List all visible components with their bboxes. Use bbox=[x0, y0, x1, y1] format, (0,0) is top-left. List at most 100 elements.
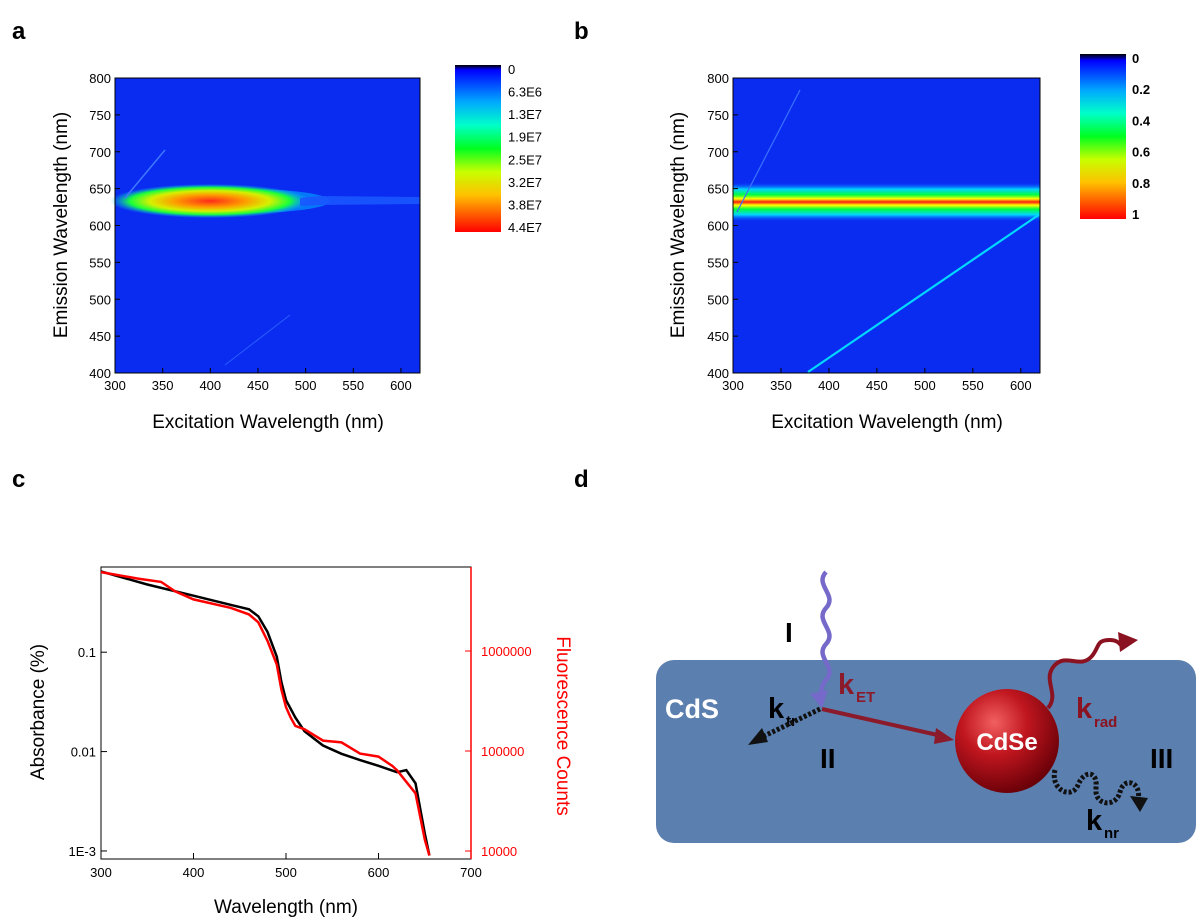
line-chart-c-xtick-label: 300 bbox=[90, 865, 112, 880]
k-et-subscript: ET bbox=[856, 689, 875, 706]
k-rad-symbol: k bbox=[1076, 693, 1093, 725]
cdse-label: CdSe bbox=[976, 729, 1037, 756]
heatmap-a-ytick-label: 550 bbox=[89, 255, 111, 270]
cds-label: CdS bbox=[665, 694, 719, 724]
heatmap-b-ytick-label: 750 bbox=[707, 108, 729, 123]
line-chart-c-ylabel: Absorbance (%) bbox=[28, 644, 49, 780]
heatmap-a-background bbox=[115, 78, 420, 373]
heatmap-b-ytick-label: 450 bbox=[707, 329, 729, 344]
heatmap-b-xtick-label: 400 bbox=[818, 378, 840, 393]
excitation-wave bbox=[816, 570, 832, 704]
heatmap-a-ytick-label: 500 bbox=[89, 292, 111, 307]
cdse-sphere bbox=[955, 689, 1059, 793]
colorbar-label: 1.3E7 bbox=[508, 107, 542, 122]
colorbar-label: 0 bbox=[508, 62, 515, 77]
heatmap-a-ylabel: Emission Wavelength (nm) bbox=[51, 112, 72, 338]
line-chart-c-frame bbox=[100, 566, 472, 860]
line-chart-c-xlabel: Wavelength (nm) bbox=[214, 897, 358, 918]
heatmap-a-ytick-label: 750 bbox=[89, 108, 111, 123]
line-chart-c-xtick-label: 400 bbox=[183, 865, 205, 880]
colorbar-label: 2.5E7 bbox=[508, 152, 542, 167]
heatmap-a-ytick-label: 400 bbox=[89, 366, 111, 381]
step-2-label: II bbox=[820, 743, 836, 774]
heatmap-b-ytick-label: 500 bbox=[707, 292, 729, 307]
trapping-arrowhead-icon bbox=[748, 728, 768, 745]
heatmap-b-xtick-label: 600 bbox=[1010, 378, 1032, 393]
panel-label-a: a bbox=[12, 18, 26, 45]
k-rad-subscript: rad bbox=[1094, 714, 1117, 731]
colorbar-label: 1.9E7 bbox=[508, 130, 542, 145]
heatmap-b-emission-band bbox=[733, 182, 1040, 222]
heatmap-b-scatter-line bbox=[736, 89, 801, 213]
heatmap-a-xtick-label: 450 bbox=[247, 378, 269, 393]
line-chart-c-series bbox=[100, 570, 431, 856]
line-chart-c-ytick-label: 0.01 bbox=[71, 745, 96, 760]
line-chart-c-y2tick-label: 1000000 bbox=[481, 644, 532, 659]
line-chart-c-y2label: Fluorescence Counts bbox=[552, 636, 573, 816]
line-chart-c-y2tick-label: 10000 bbox=[481, 844, 517, 859]
colorbar-b bbox=[1080, 54, 1126, 219]
heatmap-b-rayleigh-line bbox=[807, 213, 1041, 373]
emission-arrowhead-icon bbox=[1118, 632, 1138, 652]
k-et-symbol: k bbox=[838, 669, 855, 701]
heatmap-a-tail bbox=[300, 196, 420, 206]
heatmap-b-xtick-label: 350 bbox=[770, 378, 792, 393]
colorbar-label: 6.3E6 bbox=[508, 85, 542, 100]
line-chart-c-y2tick-label: 100000 bbox=[481, 744, 524, 759]
colorbar-a bbox=[455, 65, 501, 232]
colorbar-label: 3.2E7 bbox=[508, 175, 542, 190]
heatmap-a-diagonal bbox=[224, 314, 291, 366]
k-nr-symbol: k bbox=[1086, 805, 1103, 837]
excitation-arrowhead-icon bbox=[810, 690, 828, 708]
colorbar-label: 0.8 bbox=[1132, 176, 1150, 191]
heatmap-b-background bbox=[733, 78, 1040, 373]
heatmap-b-xtick-label: 450 bbox=[866, 378, 888, 393]
k-tr-symbol: k bbox=[768, 693, 785, 725]
line-chart-c-axes: 300 400 500 600 700 1E-3 0.01 0.1 10000 100000 100… bbox=[69, 567, 532, 880]
heatmap-b-ytick-label: 550 bbox=[707, 255, 729, 270]
heatmap-b-xtick-label: 550 bbox=[962, 378, 984, 393]
panel-label-c: c bbox=[12, 466, 26, 493]
heatmap-a-xtick-label: 600 bbox=[390, 378, 412, 393]
colorbar-label: 0.6 bbox=[1132, 145, 1150, 160]
step-3-label: III bbox=[1150, 743, 1173, 774]
heatmap-b-ytick-label: 700 bbox=[707, 145, 729, 160]
k-nr-subscript: nr bbox=[1104, 825, 1119, 842]
colorbar-label: 3.8E7 bbox=[508, 197, 542, 212]
colorbar-label: 0 bbox=[1132, 51, 1139, 66]
heatmap-a-xtick-label: 350 bbox=[152, 378, 174, 393]
heatmap-a-axes: 300 350 400 450 500 550 600 400 450 500 550 600 650 7… bbox=[89, 71, 411, 393]
series-line-fluorescence bbox=[100, 570, 431, 856]
panel-label-d: d bbox=[574, 466, 589, 493]
heatmap-a-peak bbox=[110, 184, 310, 218]
heatmap-a-xtick-label: 500 bbox=[295, 378, 317, 393]
heatmap-a-ytick-label: 450 bbox=[89, 329, 111, 344]
heatmap-a-xtick-label: 550 bbox=[342, 378, 364, 393]
line-chart-c-xtick-label: 700 bbox=[460, 865, 482, 880]
nonradiative-arrowhead-icon bbox=[1130, 796, 1148, 812]
line-chart-c-xtick-label: 500 bbox=[275, 865, 297, 880]
line-chart-c-ytick-label: 1E-3 bbox=[69, 844, 96, 859]
heatmap-a-ytick-label: 650 bbox=[89, 182, 111, 197]
heatmap-b-ytick-label: 650 bbox=[707, 182, 729, 197]
heatmap-a-xtick-label: 300 bbox=[104, 378, 126, 393]
line-chart-c bbox=[100, 566, 472, 860]
heatmap-a-scatter-line bbox=[124, 149, 166, 199]
heatmap-b-xlabel: Excitation Wavelength (nm) bbox=[771, 412, 1003, 433]
colorbar-label: 1 bbox=[1132, 207, 1139, 222]
heatmap-b-xtick-label: 500 bbox=[914, 378, 936, 393]
heatmap-b bbox=[732, 77, 1041, 374]
line-chart-c-xtick-label: 600 bbox=[368, 865, 390, 880]
energy-transfer-arrow bbox=[821, 707, 943, 738]
heatmap-a bbox=[110, 77, 421, 374]
cds-rod bbox=[656, 660, 1196, 843]
heatmap-b-ytick-label: 800 bbox=[707, 71, 729, 86]
heatmap-a-ytick-label: 600 bbox=[89, 219, 111, 234]
trapping-path bbox=[758, 706, 822, 741]
colorbar-a-labels: 0 6.3E6 1.3E7 1.9E7 2.5E7 3.2E7 3.8E7 4.4E7 bbox=[508, 62, 542, 235]
heatmap-a-xlabel: Excitation Wavelength (nm) bbox=[152, 412, 384, 433]
heatmap-b-xtick-label: 300 bbox=[722, 378, 744, 393]
line-chart-c-ytick-label: 0.1 bbox=[78, 645, 96, 660]
heatmap-a-xtick-label: 400 bbox=[199, 378, 221, 393]
